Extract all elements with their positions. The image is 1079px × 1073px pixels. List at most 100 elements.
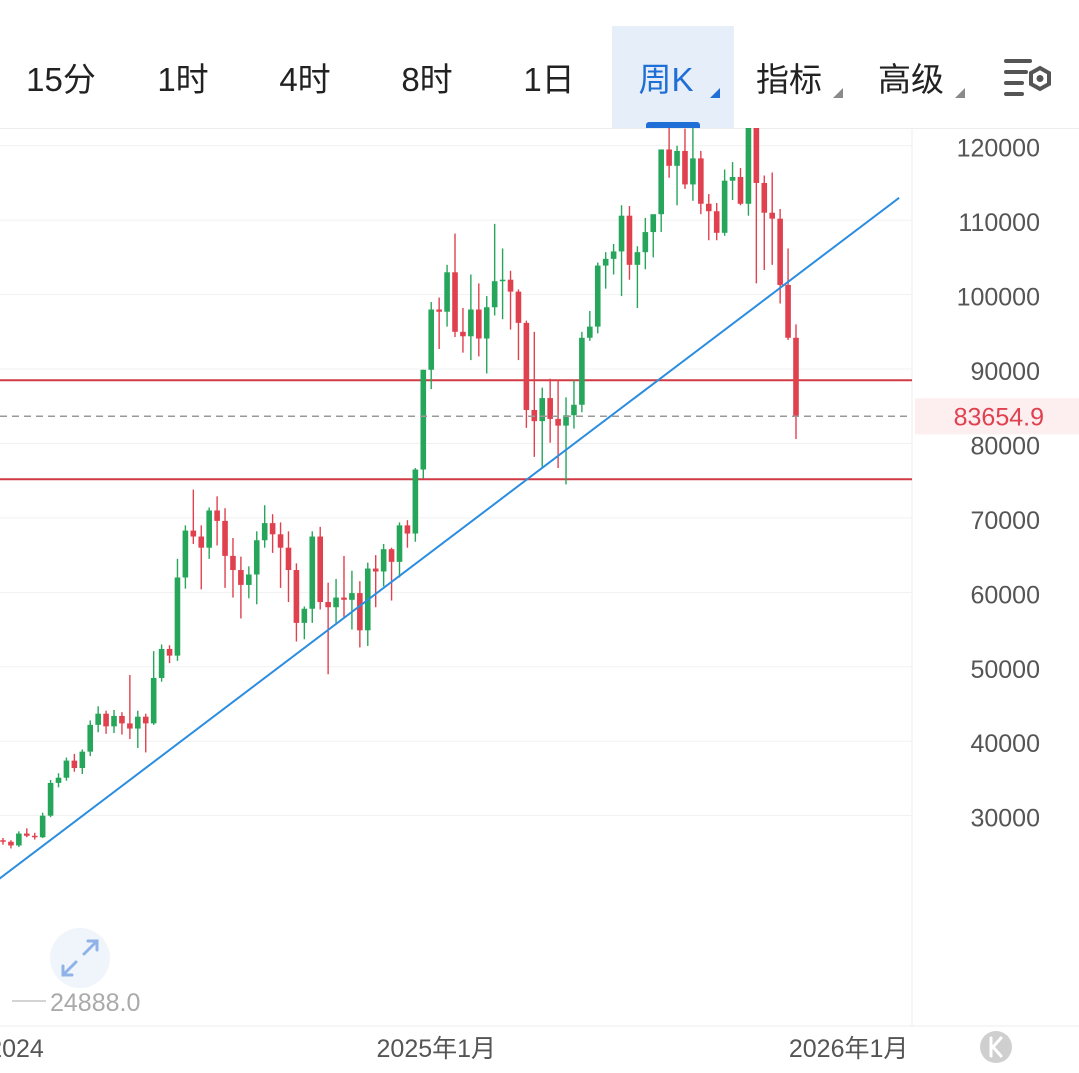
y-tick-label: 40000 [970,730,1040,758]
tab-1[interactable]: 15分 [0,26,122,128]
candle-body [135,716,141,729]
min-price-label: 24888.0 [50,989,140,1017]
candle-body [119,715,125,724]
dropdown-caret-icon [955,88,965,98]
x-tick-label: 2024 [0,1035,44,1063]
y-tick-label: 50000 [970,656,1040,684]
candle-body [721,180,728,233]
current-price-tag [915,398,1079,435]
scroll-to-latest-icon[interactable] [980,1031,1012,1063]
tab-5[interactable]: 1日 [488,26,610,128]
tab-7[interactable]: 指标 [735,26,857,128]
tab-2[interactable]: 1时 [122,26,244,128]
y-tick-label: 30000 [970,805,1040,833]
candle-body [55,777,62,783]
candle-body [277,534,284,548]
candle-body [349,593,355,600]
candle-body [246,574,252,585]
y-tick-label: 60000 [970,581,1040,609]
y-tick-label: 110000 [958,209,1040,237]
y-tick-label: 120000 [957,135,1040,163]
candle-body [111,715,117,727]
y-tick-label: 90000 [970,358,1040,386]
candle-body [602,258,609,266]
candle-body [8,841,14,846]
candle-body [127,723,133,729]
candle-body [555,418,561,426]
candle-body [507,279,514,292]
candle-body [150,677,157,724]
candle-body [499,279,506,282]
candle-body [198,536,205,548]
expand-icon[interactable] [50,928,110,988]
active-tab-indicator [646,122,700,128]
candle-body [79,751,86,769]
candle-body [515,291,522,323]
candle-body [182,530,189,578]
dropdown-caret-icon [710,88,720,98]
candle-body [166,648,173,656]
candle-body [452,272,458,332]
chart-settings-icon[interactable] [1000,56,1060,100]
candle-body [309,536,316,609]
candle-body [293,570,300,623]
candle-body [190,530,197,537]
y-tick-label: 100000 [957,284,1040,312]
candle-body [713,211,720,233]
candle-body [737,176,744,204]
candle-body [412,469,419,534]
candles [0,128,799,849]
candle-body [333,597,339,608]
candle-body [31,835,38,838]
trend-line[interactable] [0,197,900,935]
candle-body [63,760,70,778]
candle-body [698,158,704,204]
tab-3[interactable]: 4时 [244,26,366,128]
tab-4[interactable]: 8时 [366,26,488,128]
candle-body [222,520,228,556]
candle-body [380,549,387,572]
candle-body [769,212,776,219]
interval-tab-bar: 15分 1时 4时 8时 1日 周K 指标 高级 [0,0,1079,129]
candle-body [103,713,109,727]
dropdown-caret-icon [833,88,843,98]
candle-body [71,760,78,769]
candle-body [547,398,553,419]
candle-body [753,128,760,183]
candle-body [238,570,244,585]
tab-label: 15分 [26,61,96,98]
candle-body [95,713,101,725]
tab-label: 1时 [157,61,209,98]
candle-body [682,150,688,185]
candle-body [206,510,212,548]
candle-body [420,369,427,470]
candle-body [468,309,474,337]
candle-body [357,593,363,631]
candle-body [23,833,30,836]
x-tick-label: 2026年1月 [789,1035,909,1063]
candle-body [261,523,268,541]
tab-8[interactable]: 高级 [857,26,979,128]
candle-body [626,215,633,265]
candle-body [341,597,347,600]
candle-body [705,203,712,212]
candle-body [571,404,577,416]
candle-body [388,549,395,562]
candle-body [745,128,752,204]
candle-body [87,724,94,752]
candle-body [634,252,641,265]
candle-body [253,540,260,575]
candle-body [777,218,783,285]
tab-label: 4时 [279,61,331,98]
candle-body [214,510,220,521]
candle-body [690,158,696,185]
candle-body [793,337,799,417]
candle-body [610,251,617,259]
candle-body [325,602,331,608]
candle-body [460,331,466,337]
y-tick-label: 80000 [970,432,1040,460]
candle-body [317,536,323,603]
candlestick-chart[interactable]: 30000 40000 50000 60000 70000 80000 90000 10000… [0,128,1079,1073]
tab-6[interactable]: 周K [612,26,734,128]
candle-body [579,337,585,405]
